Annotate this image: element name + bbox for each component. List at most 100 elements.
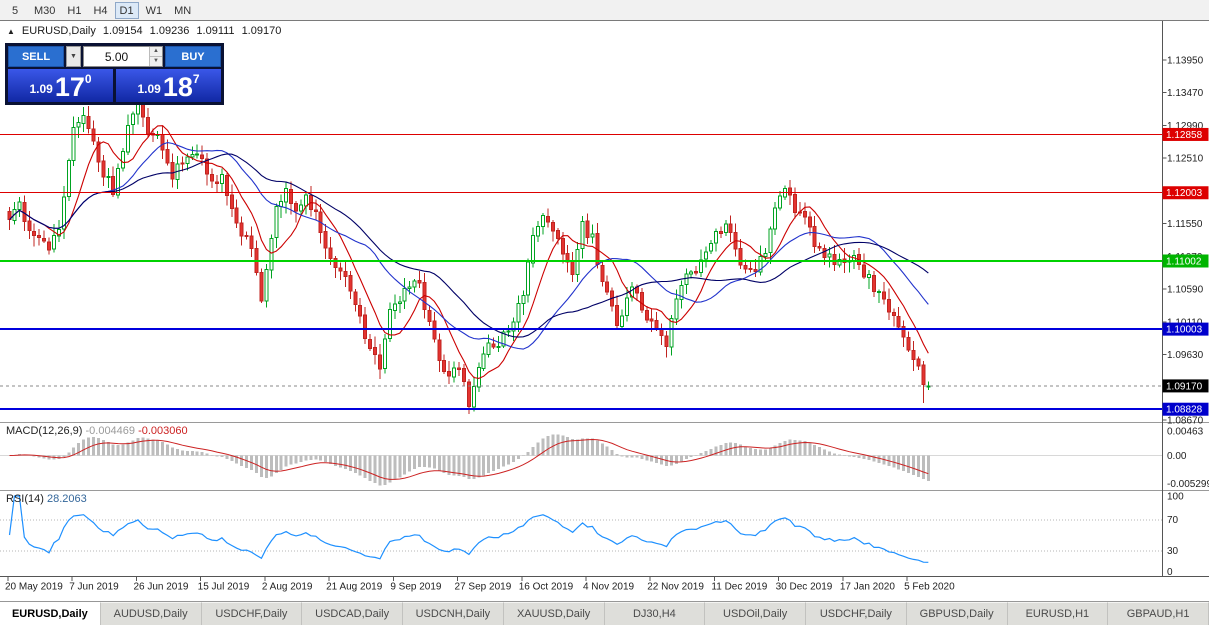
symbol-tab-eurusd-h1[interactable]: EURUSD,H1: [1007, 602, 1109, 625]
price-tag-1.11002: 1.11002: [1162, 254, 1209, 268]
moving-average-8: [9, 125, 929, 379]
price-tick-label: 1.09630: [1167, 350, 1204, 361]
timeframe-button-mn[interactable]: MN: [174, 4, 192, 17]
price-tag-text: 1.08828: [1166, 405, 1203, 416]
spinner-down-icon[interactable]: ▼: [150, 57, 162, 66]
price-axis[interactable]: 1.13950 1.13470 1.12990 1.12510 1.11550 1.110…: [1162, 55, 1204, 426]
symbol-tab-audusd-daily[interactable]: AUDUSD,Daily: [100, 602, 202, 625]
symbol-tab-dj30-h4[interactable]: DJ30,H4: [604, 602, 706, 625]
moving-average-21: [9, 142, 929, 350]
lot-spinner[interactable]: ▲ ▼: [149, 47, 162, 66]
price-tick-label: 1.12510: [1167, 154, 1204, 165]
price-tag-1.12858: 1.12858: [1162, 127, 1209, 141]
date-tick-label: 20 May 2019: [5, 582, 63, 593]
price-tag-text: 1.12003: [1166, 188, 1203, 199]
lot-dropdown-button[interactable]: ▼: [66, 46, 81, 67]
buy-price-button[interactable]: 1.09 18 7: [116, 69, 221, 102]
date-tick-label: 9 Sep 2019: [390, 582, 442, 593]
lot-size-field: ▲ ▼: [83, 46, 163, 67]
rsi-title: RSI(14) 28.2063: [6, 493, 87, 505]
price-tag-1.08828: 1.08828: [1162, 402, 1209, 416]
buy-price-prefix: 1.09: [137, 82, 161, 96]
sell-button[interactable]: SELL: [8, 46, 64, 67]
ohlc-high: 1.09236: [149, 25, 190, 37]
buy-price-pipette: 7: [192, 72, 200, 86]
moving-average-34: [9, 153, 929, 338]
date-tick-label: 17 Jan 2020: [840, 582, 895, 593]
symbol-tab-gbpaud-h1[interactable]: GBPAUD,H1: [1108, 602, 1209, 625]
timeframe-button-m30[interactable]: M30: [34, 4, 56, 17]
timeframe-button-w1[interactable]: W1: [145, 4, 163, 17]
date-axis[interactable]: 20 May 2019 7 Jun 2019 26 Jun 2019 15 Jul 2…: [5, 576, 955, 593]
rsi-axis-0: 0: [1167, 567, 1173, 578]
date-tick-label: 26 Jun 2019: [133, 582, 188, 593]
date-tick-label: 5 Feb 2020: [904, 582, 955, 593]
rsi-line: [8, 495, 929, 563]
price-tag-text: 1.11002: [1166, 256, 1202, 267]
date-tick-label: 27 Sep 2019: [455, 582, 512, 593]
date-tick-label: 21 Aug 2019: [326, 582, 383, 593]
price-tick-label: 1.11550: [1167, 219, 1203, 230]
trade-panel-prices: 1.09 17 0 1.09 18 7: [8, 69, 221, 102]
date-tick-label: 15 Jul 2019: [198, 582, 250, 593]
symbol-tab-xauusd-daily[interactable]: XAUUSD,Daily: [503, 602, 605, 625]
timeframe-button-d1[interactable]: D1: [114, 1, 139, 19]
date-tick-label: 22 Nov 2019: [647, 582, 704, 593]
price-tick-label: 1.10590: [1167, 285, 1204, 296]
sell-price-pipette: 0: [84, 72, 92, 86]
ohlc-low: 1.09111: [196, 25, 235, 37]
price-tag-1.10003: 1.10003: [1162, 322, 1209, 336]
symbol-tab-gbpusd-daily[interactable]: GBPUSD,Daily: [906, 602, 1008, 625]
chart-title: ▲ EURUSD,Daily 1.09154 1.09236 1.09111 1…: [7, 25, 281, 37]
candles-series: [7, 92, 931, 414]
date-tick-label: 7 Jun 2019: [69, 582, 119, 593]
date-tick-label: 11 Dec 2019: [711, 582, 767, 593]
date-tick-label: 4 Nov 2019: [583, 582, 635, 593]
chart-marker-icon: ▲: [7, 26, 15, 36]
macd-pane: [0, 434, 1163, 486]
chart-symbol-label: EURUSD,Daily: [21, 25, 96, 37]
chart-plot[interactable]: 0.004630.00-0.005299100703001.139501.134…: [0, 0, 1209, 601]
symbol-tab-eurusd-daily[interactable]: EURUSD,Daily: [0, 602, 101, 625]
symbol-tab-usdoil-daily[interactable]: USDOil,Daily: [705, 602, 806, 625]
price-tick-label: 1.13470: [1167, 88, 1204, 99]
price-tag-text: 1.12858: [1166, 130, 1203, 141]
sell-price-button[interactable]: 1.09 17 0: [8, 69, 113, 102]
buy-button[interactable]: BUY: [165, 46, 221, 67]
rsi-pane: [0, 495, 1163, 563]
date-tick-label: 16 Oct 2019: [519, 582, 574, 593]
sell-price-prefix: 1.09: [29, 82, 53, 96]
price-tag-1.09170: 1.09170: [1162, 379, 1209, 393]
symbol-tab-bar: EURUSD,Daily AUDUSD,Daily USDCHF,Daily USDC…: [0, 601, 1209, 625]
rsi-axis-30: 30: [1167, 546, 1179, 557]
price-tick-label: 1.08670: [1167, 415, 1204, 426]
symbol-tab-usdchf-daily[interactable]: USDCHF,Daily: [806, 602, 907, 625]
lot-size-input[interactable]: [84, 47, 149, 66]
macd-axis-min: -0.005299: [1167, 479, 1209, 490]
macd-signal-line: [9, 438, 929, 480]
timeframe-toolbar: 5 M30 H1 H4 D1 W1 MN: [0, 0, 1209, 21]
trade-panel-controls: SELL ▼ ▲ ▼ BUY: [8, 46, 221, 67]
ohlc-open: 1.09154: [102, 25, 143, 37]
symbol-tab-usdcnh-daily[interactable]: USDCNH,Daily: [403, 602, 504, 625]
macd-axis-max: 0.00463: [1167, 426, 1204, 437]
ohlc-close: 1.09170: [241, 25, 282, 37]
date-tick-label: 30 Dec 2019: [776, 582, 833, 593]
price-tag-text: 1.09170: [1166, 381, 1203, 392]
price-tag-1.12003: 1.12003: [1162, 186, 1209, 200]
rsi-axis-100: 100: [1167, 492, 1184, 503]
macd-title: MACD(12,26,9) -0.004469 -0.003060: [6, 425, 188, 437]
rsi-axis-70: 70: [1167, 515, 1179, 526]
timeframe-button-h4[interactable]: H4: [93, 4, 108, 17]
timeframe-button-h1[interactable]: H1: [67, 4, 82, 17]
timeframe-button-5[interactable]: 5: [11, 4, 19, 17]
pane-separators: [0, 422, 1209, 491]
symbol-tab-usdcad-daily[interactable]: USDCAD,Daily: [302, 602, 403, 625]
symbol-tab-usdchf-daily[interactable]: USDCHF,Daily: [201, 602, 303, 625]
price-tick-label: 1.12990: [1167, 121, 1204, 132]
spinner-up-icon[interactable]: ▲: [150, 47, 162, 57]
price-tick-label: 1.13950: [1167, 55, 1204, 66]
